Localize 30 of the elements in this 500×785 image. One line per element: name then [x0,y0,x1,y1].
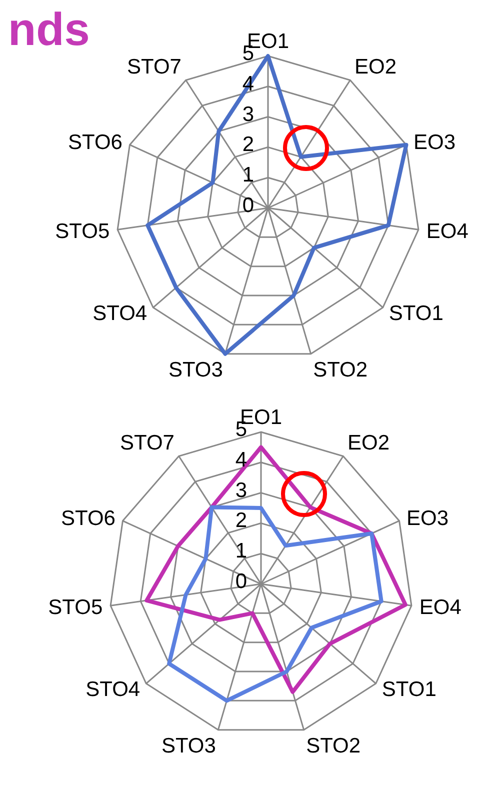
y-tick-label: 4 [235,448,248,472]
spoke-label: STO5 [48,596,103,620]
spoke-label: EO4 [419,596,462,620]
spoke-label: STO7 [120,431,174,454]
spoke-label: STO5 [55,220,110,244]
y-tick-label: 2 [235,509,247,532]
spoke-label: STO6 [60,506,116,530]
chart-title: nds [8,2,90,56]
spoke-label: STO6 [68,130,122,154]
spoke-label: EO3 [406,506,449,530]
spoke-label: STO3 [168,358,223,382]
spoke-label: STO3 [161,734,216,758]
y-tick-label: 3 [242,102,254,126]
spoke-label: STO2 [306,734,361,758]
spoke-label: STO1 [382,678,436,702]
y-tick-label: 3 [235,478,247,502]
spoke-label: EO4 [426,220,469,244]
y-tick-label: 0 [242,194,254,217]
spoke-label: STO4 [86,678,140,702]
spoke-label: EO3 [414,130,456,154]
y-tick-label: 2 [242,133,254,156]
spoke-label: EO2 [348,431,390,454]
spoke-label: EO2 [354,55,397,78]
spoke-label: STO1 [388,302,444,326]
y-tick-label: 0 [235,570,247,593]
spoke-label: STO7 [127,55,182,78]
spoke-label: STO4 [92,302,148,326]
spoke-label: STO2 [313,358,368,382]
y-tick-label: 1 [242,164,254,187]
y-tick-label: 1 [235,540,247,563]
